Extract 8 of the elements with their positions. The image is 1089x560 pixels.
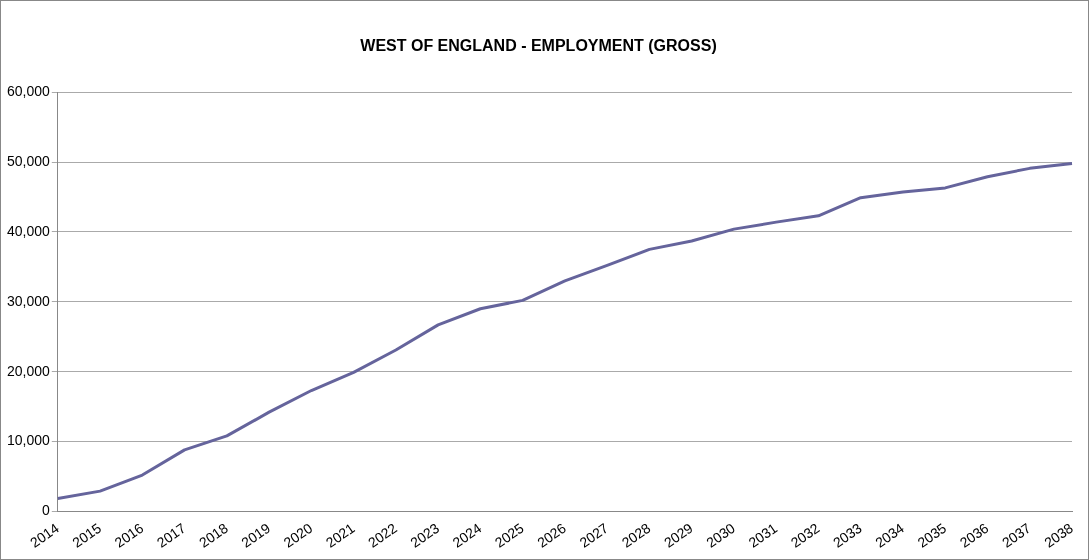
y-tick-label: 40,000 (6, 222, 51, 239)
y-tick-label: 30,000 (6, 292, 51, 309)
y-tick-label: 50,000 (6, 152, 51, 169)
y-tick-label: 20,000 (6, 362, 51, 379)
y-tick-label: 60,000 (6, 83, 51, 100)
y-tick-label: 0 (42, 502, 51, 519)
y-tick-label: 10,000 (6, 432, 51, 449)
chart-title: WEST OF ENGLAND - EMPLOYMENT (GROSS) (360, 37, 717, 55)
